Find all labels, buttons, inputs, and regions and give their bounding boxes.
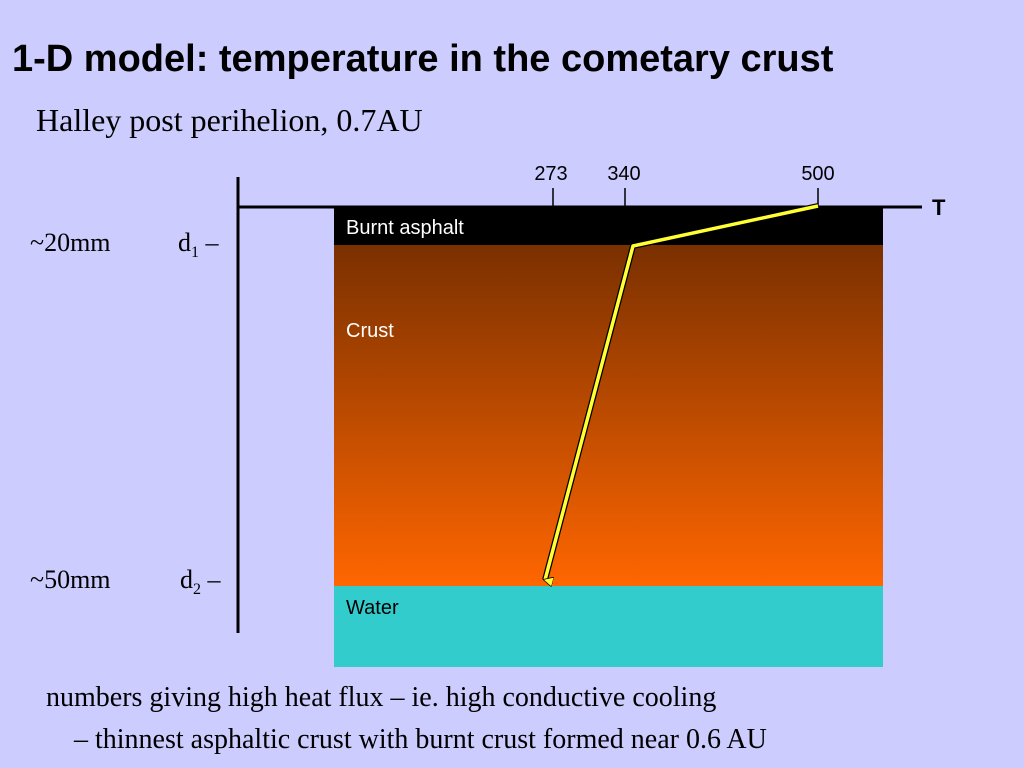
layer-water — [334, 586, 883, 667]
tick-label-500: 500 — [801, 163, 835, 185]
temperature-profile-line-fill — [545, 204, 819, 580]
depth-label-20mm: ~20mm — [30, 228, 111, 257]
tick-label-273: 273 — [534, 163, 568, 185]
depth-marker-d2: d2 – — [180, 565, 221, 599]
layer-label-water: Water — [346, 597, 399, 619]
note-line-1: numbers giving high heat flux – ie. high… — [46, 682, 717, 713]
slide-subtitle: Halley post perihelion, 0.7AU — [36, 102, 423, 138]
layer-label-crust: Crust — [346, 320, 394, 342]
depth-label-50mm: ~50mm — [30, 565, 111, 594]
depth-marker-d1: d1 – — [178, 228, 219, 262]
tick-label-340: 340 — [607, 163, 641, 185]
note-line-2: – thinnest asphaltic crust with burnt cr… — [74, 724, 767, 755]
slide-title: 1-D model: temperature in the cometary c… — [12, 38, 834, 80]
layer-crust — [334, 245, 883, 586]
axis-label-t: T — [932, 195, 946, 220]
layer-label-burnt-asphalt: Burnt asphalt — [346, 217, 464, 239]
